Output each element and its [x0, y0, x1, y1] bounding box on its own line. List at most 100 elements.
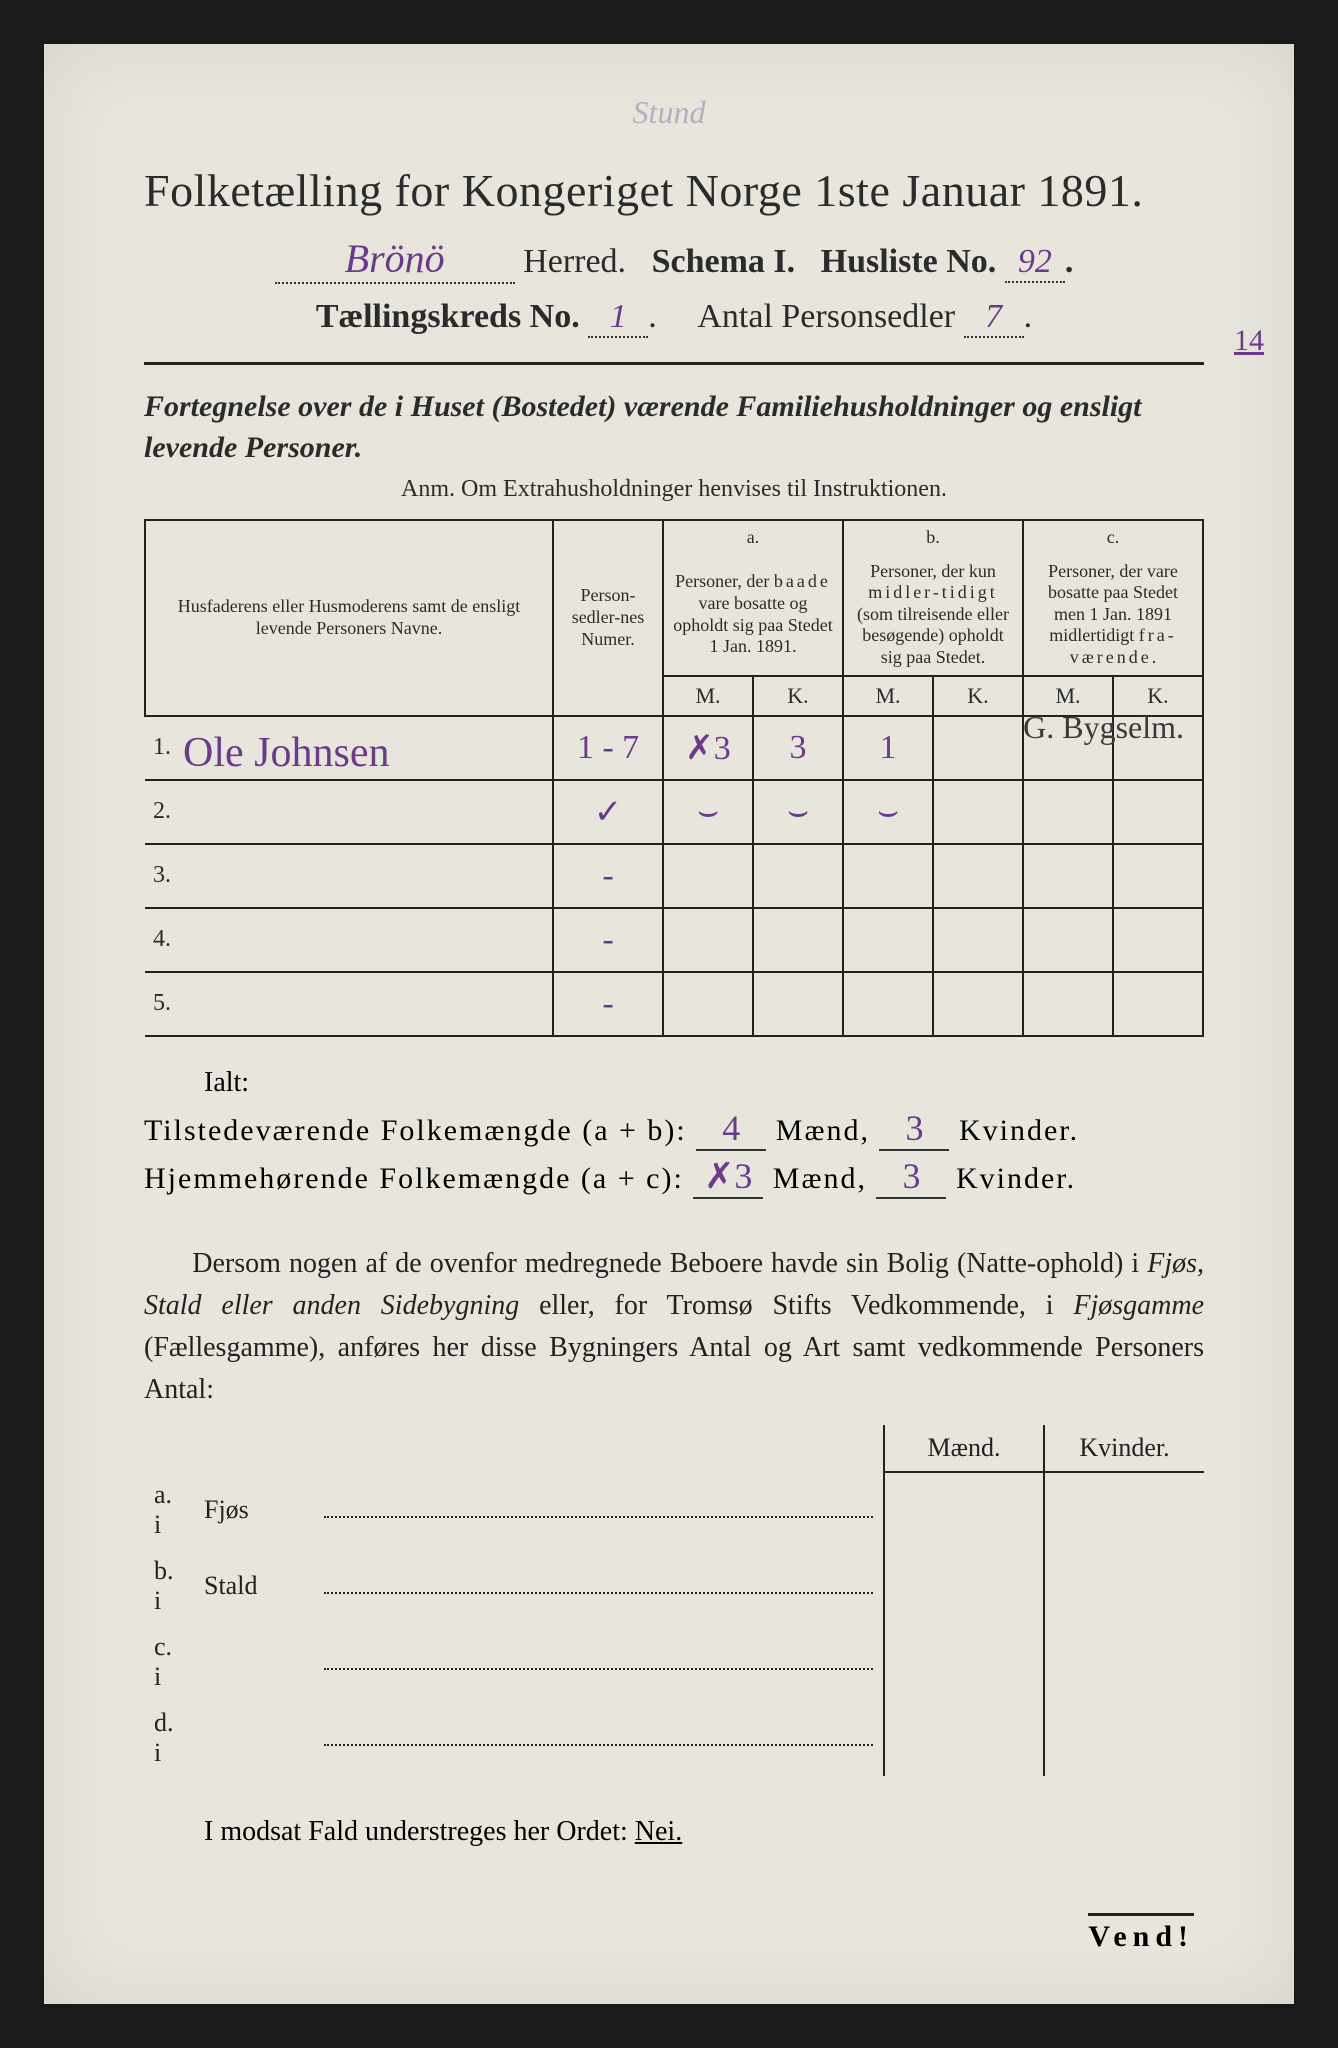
b-m-cell	[843, 844, 933, 908]
th-b-k: K.	[933, 676, 1023, 716]
row-kvinder	[1044, 1700, 1204, 1776]
th-a-m: M.	[663, 676, 753, 716]
row-kvinder	[1044, 1472, 1204, 1548]
b-k-cell	[933, 972, 1023, 1036]
a-m-cell: ⌣	[663, 780, 753, 844]
c-m-cell	[1023, 908, 1113, 972]
b-m-cell	[843, 972, 933, 1036]
row-label: d. i	[144, 1700, 194, 1776]
table-row: 4. -	[145, 908, 1203, 972]
row-dots	[314, 1700, 884, 1776]
th-b-top: b.	[843, 520, 1023, 555]
total-resident-k: 3	[876, 1155, 946, 1199]
a-m-cell: ✗3	[663, 716, 753, 780]
row-kvinder	[1044, 1624, 1204, 1700]
row-label: c. i	[144, 1624, 194, 1700]
taellingskreds-no: 1	[588, 298, 648, 338]
row-type	[194, 1624, 314, 1700]
b-m-cell: ⌣	[843, 780, 933, 844]
nei-word: Nei.	[635, 1816, 682, 1847]
name-cell	[175, 972, 553, 1036]
name-cell	[175, 780, 553, 844]
row-kvinder	[1044, 1548, 1204, 1624]
row-dots	[314, 1472, 884, 1548]
a-m-cell	[663, 972, 753, 1036]
page-title: Folketælling for Kongeriget Norge 1ste J…	[144, 164, 1204, 217]
c-m-cell	[1023, 844, 1113, 908]
a-k-cell	[753, 844, 843, 908]
schema-label: Schema I.	[652, 243, 796, 280]
outbuilding-paragraph: Dersom nogen af de ovenfor medregnede Be…	[144, 1243, 1204, 1411]
name-cell	[175, 844, 553, 908]
table-row: 2.✓⌣⌣⌣	[145, 780, 1203, 844]
divider	[144, 362, 1204, 365]
row-number: 1.	[145, 716, 175, 780]
outbuilding-row: b. iStald	[144, 1548, 1204, 1624]
b-k-cell	[933, 908, 1023, 972]
vend-label: Vend!	[1088, 1913, 1194, 1954]
th-num: Person-sedler-nes Numer.	[553, 520, 663, 716]
a-k-cell	[753, 972, 843, 1036]
c-k-cell	[1113, 780, 1203, 844]
herred-value: Brönö	[275, 235, 515, 284]
th-a: Personer, der baade vare bosatte og opho…	[663, 555, 843, 676]
row-number: 4.	[145, 908, 175, 972]
th-maend: Mænd.	[884, 1425, 1044, 1472]
personsedler-cell: -	[553, 844, 663, 908]
table-row: 3. -	[145, 844, 1203, 908]
row-number: 2.	[145, 780, 175, 844]
name-cell: Ole Johnsen	[175, 716, 553, 780]
th-kvinder: Kvinder.	[1044, 1425, 1204, 1472]
outbuilding-row: c. i	[144, 1624, 1204, 1700]
row-dots	[314, 1548, 884, 1624]
row-maend	[884, 1700, 1044, 1776]
b-k-cell	[933, 844, 1023, 908]
total-resident-m: ✗3	[693, 1155, 763, 1199]
personsedler-cell: -	[553, 908, 663, 972]
antal-value: 7	[964, 298, 1024, 338]
row-label: a. i	[144, 1472, 194, 1548]
row-type: Stald	[194, 1548, 314, 1624]
row-number: 3.	[145, 844, 175, 908]
ialt-label: Ialt:	[204, 1067, 1204, 1099]
a-m-cell	[663, 844, 753, 908]
th-a-top: a.	[663, 520, 843, 555]
outbuilding-row: d. i	[144, 1700, 1204, 1776]
row-maend	[884, 1548, 1044, 1624]
b-k-cell	[933, 716, 1023, 780]
faint-top-annotation: Stund	[633, 94, 706, 131]
c-m-cell	[1023, 780, 1113, 844]
name-cell	[175, 908, 553, 972]
row-label: b. i	[144, 1548, 194, 1624]
anm-note: Anm. Om Extrahusholdninger henvises til …	[144, 476, 1204, 503]
th-c: Personer, der vare bosatte paa Stedet me…	[1023, 555, 1203, 676]
th-name: Husfaderens eller Husmoderens samt de en…	[145, 520, 553, 716]
row-type	[194, 1700, 314, 1776]
herred-label: Herred.	[523, 243, 626, 280]
personsedler-cell: ✓	[553, 780, 663, 844]
th-b-m: M.	[843, 676, 933, 716]
taellingskreds-label: Tællingskreds No.	[316, 298, 580, 335]
c-k-cell	[1113, 908, 1203, 972]
husliste-no: 92	[1005, 243, 1065, 283]
antal-label: Antal Personsedler	[697, 298, 955, 335]
subtitle: Fortegnelse over de i Huset (Bostedet) v…	[144, 387, 1204, 468]
row-dots	[314, 1624, 884, 1700]
a-k-cell	[753, 908, 843, 972]
nei-line: I modsat Fald understreges her Ordet: Ne…	[204, 1816, 1204, 1848]
margin-annotation: 14	[1234, 324, 1264, 358]
row-number: 5.	[145, 972, 175, 1036]
header-line-3: Tællingskreds No. 1. Antal Personsedler …	[144, 298, 1204, 338]
b-m-cell: 1	[843, 716, 933, 780]
husliste-label: Husliste No.	[821, 243, 997, 280]
b-k-cell	[933, 780, 1023, 844]
a-k-cell: 3	[753, 716, 843, 780]
b-m-cell	[843, 908, 933, 972]
total-resident: Hjemmehørende Folkemængde (a + c): ✗3 Mæ…	[144, 1155, 1204, 1199]
th-b: Personer, der kun midler-tidigt (som til…	[843, 555, 1023, 676]
c-m-cell	[1023, 972, 1113, 1036]
a-k-cell: ⌣	[753, 780, 843, 844]
th-c-top: c.	[1023, 520, 1203, 555]
personsedler-cell: 1 - 7	[553, 716, 663, 780]
th-a-k: K.	[753, 676, 843, 716]
